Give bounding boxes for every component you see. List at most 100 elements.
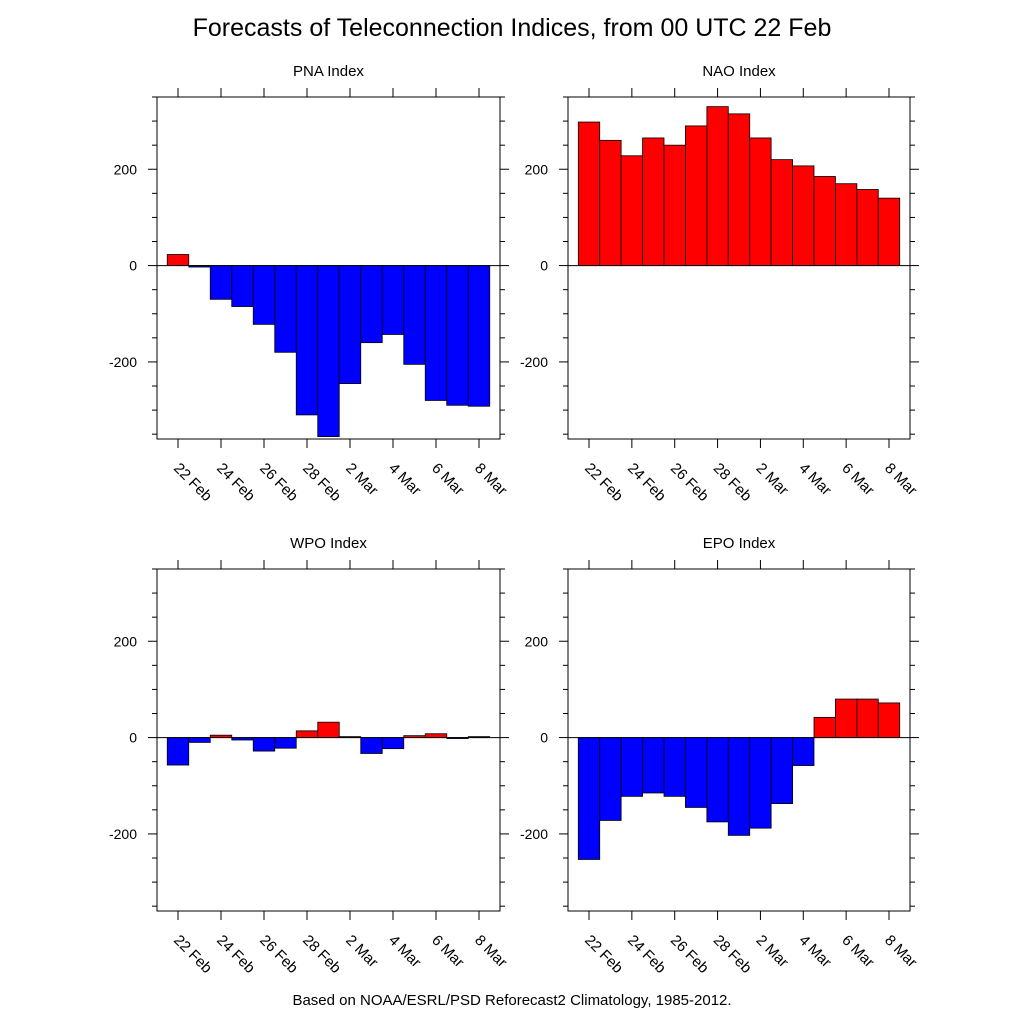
x-tick-label: 26 Feb [667, 932, 712, 977]
bar [706, 106, 729, 266]
x-tick-label: 24 Feb [213, 932, 258, 977]
bar [856, 189, 879, 266]
x-tick-label: 28 Feb [710, 932, 755, 977]
bar [577, 737, 601, 860]
x-tick-label: 4 Mar [385, 460, 424, 499]
bar [599, 139, 622, 266]
x-tick-label: 24 Feb [624, 932, 669, 977]
bar [274, 737, 297, 749]
bar [685, 125, 708, 266]
x-tick-label: 4 Mar [385, 932, 424, 971]
bar [252, 265, 276, 325]
bar [835, 698, 858, 738]
bar [381, 737, 405, 750]
y-tick-label: 200 [525, 633, 549, 649]
figure-title: Forecasts of Teleconnection Indices, fro… [192, 14, 832, 42]
y-tick-label: -200 [109, 826, 137, 842]
bar [856, 698, 879, 738]
x-tick-label: 28 Feb [299, 460, 344, 505]
bar [642, 737, 665, 794]
bar [620, 737, 643, 797]
panel-title: WPO Index [290, 535, 367, 552]
bar [467, 265, 491, 407]
bar [446, 265, 469, 406]
bar [424, 733, 448, 738]
bar [620, 155, 643, 267]
x-tick-label: 22 Feb [170, 932, 215, 977]
x-tick-label: 2 Mar [342, 932, 381, 971]
x-tick-label: 6 Mar [838, 932, 877, 971]
bar [317, 721, 340, 738]
x-tick-label: 24 Feb [213, 460, 258, 505]
x-tick-label: 28 Feb [299, 932, 344, 977]
x-tick-label: 6 Mar [838, 460, 877, 499]
bar [166, 254, 190, 266]
bar [835, 183, 858, 266]
x-tick-label: 26 Feb [667, 460, 712, 505]
plot-frame [567, 96, 911, 440]
x-tick-label: 2 Mar [753, 460, 792, 499]
bar [317, 265, 340, 437]
x-tick-label: 26 Feb [256, 932, 301, 977]
bar [663, 144, 686, 266]
y-tick-label: 200 [525, 161, 549, 177]
bar [599, 737, 622, 821]
bar [360, 265, 383, 344]
bar [252, 737, 276, 752]
panel-title: NAO Index [702, 63, 776, 80]
plot-frame [156, 96, 501, 440]
x-tick-label: 22 Feb [581, 932, 626, 977]
bar [209, 265, 233, 300]
y-tick-label: 0 [540, 730, 548, 746]
bar [813, 176, 836, 266]
bar [360, 737, 383, 754]
x-tick-label: 26 Feb [256, 460, 301, 505]
x-tick-label: 22 Feb [581, 460, 626, 505]
y-tick-label: -200 [109, 354, 137, 370]
figure-footer: Based on NOAA/ESRL/PSD Reforecast2 Clima… [292, 992, 732, 1009]
bar [770, 737, 793, 804]
bar [706, 737, 729, 823]
bar [877, 702, 901, 738]
bar [792, 165, 815, 266]
bar [642, 137, 665, 266]
bar [424, 265, 448, 401]
bar [663, 737, 686, 797]
y-tick-label: 0 [129, 730, 137, 746]
plot-frame [567, 568, 911, 912]
bar [166, 737, 190, 766]
bar [877, 197, 901, 266]
x-tick-label: 8 Mar [471, 460, 510, 499]
y-tick-label: 200 [114, 633, 138, 649]
bar [792, 737, 815, 766]
y-tick-label: 0 [540, 258, 548, 274]
bar [295, 265, 319, 416]
x-tick-label: 22 Feb [170, 460, 215, 505]
bar [727, 113, 751, 266]
bar [813, 716, 836, 738]
bar [231, 265, 254, 307]
bar [749, 737, 772, 829]
x-tick-label: 8 Mar [471, 932, 510, 971]
panel-title: PNA Index [293, 63, 364, 80]
x-tick-label: 2 Mar [342, 460, 381, 499]
x-tick-label: 6 Mar [428, 932, 467, 971]
bar [381, 265, 405, 335]
bar [338, 265, 362, 384]
panel-title: EPO Index [703, 535, 776, 552]
plot-frame [156, 568, 501, 912]
bar [403, 265, 426, 365]
y-tick-label: 0 [129, 258, 137, 274]
x-tick-label: 24 Feb [624, 460, 669, 505]
bar [295, 730, 319, 738]
bar [577, 121, 601, 266]
x-tick-label: 8 Mar [881, 460, 920, 499]
x-tick-label: 28 Feb [710, 460, 755, 505]
bar [685, 737, 708, 808]
y-tick-label: -200 [520, 826, 548, 842]
